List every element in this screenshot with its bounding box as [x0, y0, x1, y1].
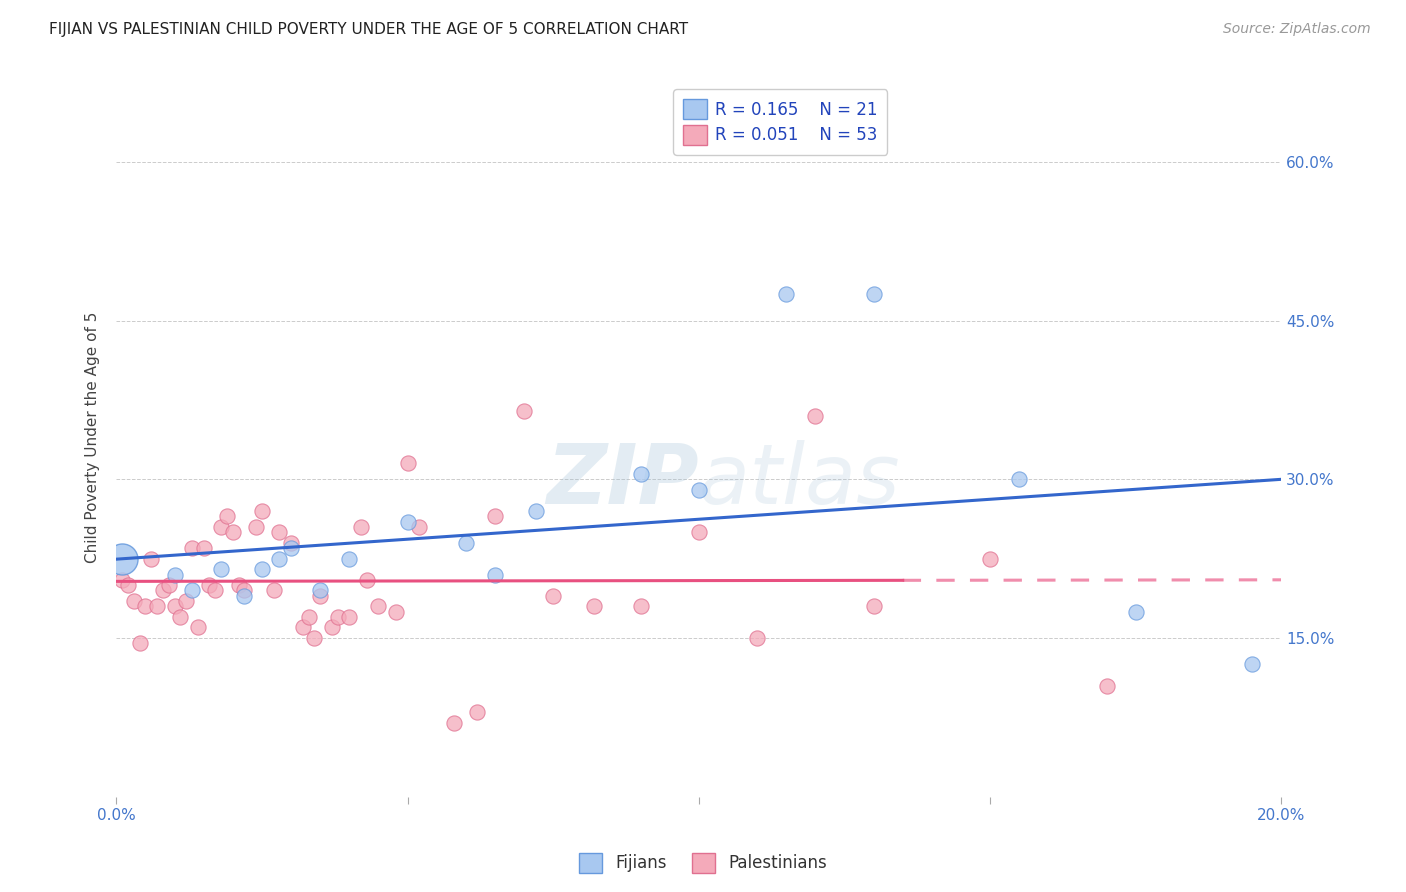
Point [443, 715, 465, 730]
Point [269, 525, 291, 540]
Text: FIJIAN VS PALESTINIAN CHILD POVERTY UNDER THE AGE OF 5 CORRELATION CHART: FIJIAN VS PALESTINIAN CHILD POVERTY UNDE… [49, 22, 689, 37]
Point [484, 509, 506, 524]
Point [385, 605, 408, 619]
Point [157, 578, 180, 592]
Point [163, 599, 186, 614]
Point [688, 483, 710, 497]
Point [396, 515, 419, 529]
Point [146, 599, 169, 614]
Point [367, 599, 389, 614]
Point [630, 467, 652, 481]
Point [775, 287, 797, 301]
Point [280, 541, 302, 555]
Point [454, 536, 477, 550]
Point [356, 573, 378, 587]
Point [979, 551, 1001, 566]
Point [1095, 679, 1118, 693]
Point [250, 562, 273, 576]
Point [541, 589, 564, 603]
Point [337, 610, 360, 624]
Point [337, 551, 360, 566]
Point [117, 578, 139, 592]
Point [228, 578, 250, 592]
Point [326, 610, 349, 624]
Point [1008, 472, 1031, 486]
Point [134, 599, 156, 614]
Point [215, 509, 238, 524]
Point [111, 573, 134, 587]
Point [204, 583, 226, 598]
Point [291, 620, 314, 634]
Point [169, 610, 191, 624]
Point [484, 567, 506, 582]
Point [1241, 657, 1264, 672]
Point [181, 541, 204, 555]
Point [297, 610, 319, 624]
Point [804, 409, 827, 423]
Point [250, 504, 273, 518]
Point [193, 541, 215, 555]
Point [233, 583, 256, 598]
Point [181, 583, 204, 598]
Point [111, 551, 134, 566]
Point [141, 551, 163, 566]
Point [350, 520, 373, 534]
Point [187, 620, 209, 634]
Point [122, 594, 145, 608]
Point [408, 520, 430, 534]
Legend: R = 0.165    N = 21, R = 0.051    N = 53: R = 0.165 N = 21, R = 0.051 N = 53 [673, 89, 887, 154]
Point [630, 599, 652, 614]
Point [174, 594, 197, 608]
Point [245, 520, 267, 534]
Point [263, 583, 285, 598]
Point [163, 567, 186, 582]
Text: ZIP: ZIP [546, 440, 699, 521]
Point [524, 504, 547, 518]
Point [1125, 605, 1147, 619]
Text: Source: ZipAtlas.com: Source: ZipAtlas.com [1223, 22, 1371, 37]
Point [467, 705, 489, 719]
Y-axis label: Child Poverty Under the Age of 5: Child Poverty Under the Age of 5 [86, 311, 100, 563]
Point [688, 525, 710, 540]
Point [233, 589, 256, 603]
Point [582, 599, 605, 614]
Point [745, 631, 768, 645]
Point [209, 562, 232, 576]
Point [862, 599, 884, 614]
Text: atlas: atlas [699, 440, 900, 521]
Point [128, 636, 150, 650]
Point [862, 287, 884, 301]
Point [513, 403, 536, 417]
Point [396, 457, 419, 471]
Point [198, 578, 221, 592]
Point [309, 589, 332, 603]
Point [222, 525, 245, 540]
Point [321, 620, 343, 634]
Point [304, 631, 326, 645]
Point [209, 520, 232, 534]
Point [280, 536, 302, 550]
Legend: Fijians, Palestinians: Fijians, Palestinians [572, 847, 834, 880]
Point [269, 551, 291, 566]
Point [152, 583, 174, 598]
Point [309, 583, 332, 598]
